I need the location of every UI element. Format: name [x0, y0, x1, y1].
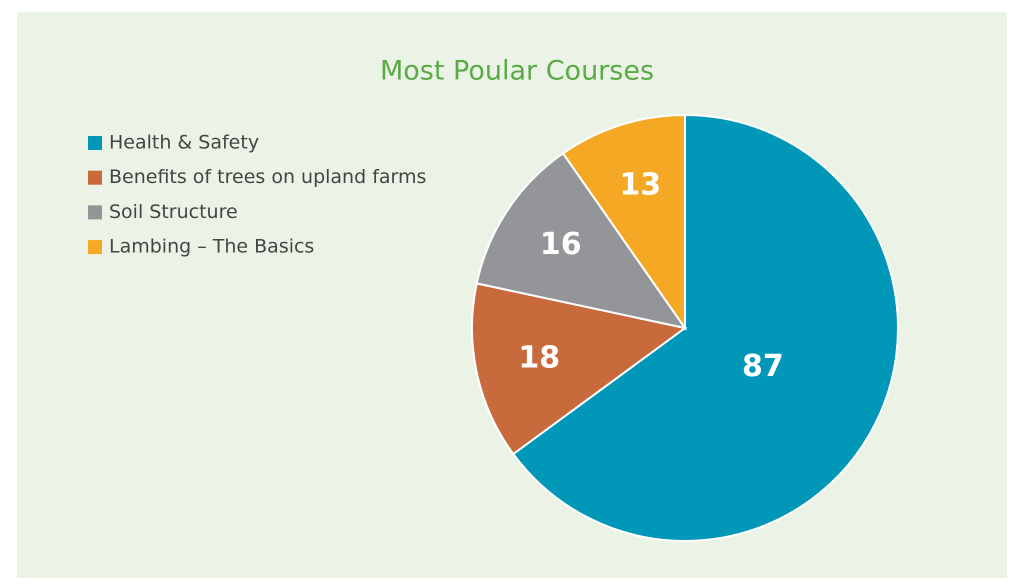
pie-slice: [511, 113, 899, 542]
legend-label: Lambing – The Basics: [109, 236, 314, 258]
slice-label: 13: [619, 167, 661, 202]
slice-label: 18: [518, 341, 560, 376]
legend-swatch: [88, 136, 102, 150]
legend-label: Soil Structure: [109, 201, 238, 223]
slice-label: 16: [540, 227, 582, 262]
legend-label: Benefits of trees on upland farms: [109, 166, 426, 188]
pie-slice: [561, 113, 686, 332]
legend-swatch: [88, 205, 102, 220]
slice-label: 87: [742, 349, 784, 384]
legend-swatch: [88, 240, 102, 255]
chart-title: Most Poular Courses: [380, 56, 654, 87]
pie-slice: [475, 151, 688, 330]
legend-label: Health & Safety: [109, 132, 259, 154]
legend-swatch: [88, 170, 102, 185]
pie-slice: [471, 282, 688, 456]
